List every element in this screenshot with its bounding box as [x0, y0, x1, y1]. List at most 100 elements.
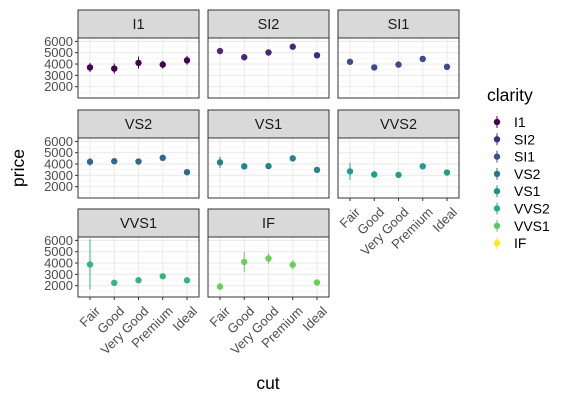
facet-panel: IF: [207, 208, 330, 298]
facet-label: VS1: [255, 117, 282, 133]
facet-strip: [77, 109, 200, 139]
data-point: [419, 55, 426, 63]
legend-key-point: [493, 239, 501, 247]
data-point: [111, 65, 118, 72]
legend-label: I1: [514, 114, 526, 130]
data-point: [346, 168, 354, 175]
legend-key-point: [493, 118, 501, 126]
data-point: [135, 277, 142, 284]
data-point: [159, 154, 166, 162]
panel-border: [207, 37, 330, 99]
y-tick-label: 2000: [44, 79, 73, 94]
y-tick-label: 5000: [44, 45, 73, 60]
legend-label: VVS2: [514, 201, 550, 217]
y-tick-label: 3000: [44, 267, 73, 282]
data-point: [443, 169, 451, 176]
x-tick-label: Ideal: [429, 204, 460, 235]
data-point: [135, 158, 142, 165]
facet-strip: [337, 9, 460, 39]
data-point: [216, 283, 224, 290]
facet-panel: SI1: [337, 9, 460, 99]
data-point: [183, 168, 191, 176]
facet-strip: [77, 9, 200, 39]
y-tick-label: 5000: [44, 244, 73, 259]
data-point: [135, 59, 142, 67]
facet-panel: SI2: [207, 9, 330, 99]
y-tick-label: 4000: [44, 57, 73, 72]
data-point: [313, 166, 321, 174]
y-tick-label: 2000: [44, 179, 73, 194]
data-point: [346, 58, 354, 65]
facet-panel: VS1: [207, 109, 330, 199]
legend-key-point: [493, 153, 501, 160]
data-point: [313, 52, 321, 59]
data-point: [111, 158, 118, 165]
legend-label: VS2: [514, 166, 541, 182]
legend-label: VS1: [514, 183, 541, 199]
facet-label: SI1: [388, 17, 410, 33]
facet-panel: VVS2: [337, 109, 460, 199]
y-tick-label: 5000: [44, 145, 73, 160]
data-point: [241, 54, 248, 61]
facet-label: VS2: [125, 117, 152, 133]
facet-label: IF: [262, 216, 275, 232]
legend-key-point: [493, 205, 501, 212]
data-point: [443, 63, 451, 71]
legend-label: VVS1: [514, 218, 550, 234]
legend-key-point: [493, 188, 501, 195]
data-point: [183, 277, 191, 284]
data-point: [159, 61, 166, 68]
panel-border: [207, 137, 330, 199]
legend-title: clarity: [487, 85, 533, 105]
y-tick-label: 6000: [44, 134, 73, 149]
data-point: [241, 163, 248, 170]
data-point: [86, 158, 94, 165]
legend-key-point: [493, 170, 501, 178]
panel-border: [77, 37, 200, 99]
data-point: [289, 155, 296, 162]
legend-key-point: [493, 222, 501, 229]
y-tick-label: 4000: [44, 256, 73, 271]
panel-border: [77, 137, 200, 199]
y-tick-label: 3000: [44, 168, 73, 183]
y-axis-title: price: [8, 149, 28, 187]
legend-label: IF: [514, 235, 526, 251]
data-point: [265, 162, 272, 170]
data-point: [289, 261, 296, 268]
data-point: [371, 64, 378, 71]
x-axis-title: cut: [256, 373, 279, 393]
data-point: [111, 279, 118, 287]
data-point: [86, 64, 94, 71]
facet-label: VVS2: [380, 117, 417, 133]
data-point: [313, 279, 321, 286]
facet-label: SI2: [258, 17, 280, 33]
data-point: [216, 47, 224, 55]
data-point: [216, 159, 224, 166]
x-tick-label: Ideal: [299, 303, 330, 334]
data-point: [371, 171, 378, 178]
facet-label: I1: [132, 17, 144, 33]
y-tick-label: 3000: [44, 68, 73, 83]
facet-strip: [207, 208, 330, 238]
y-tick-label: 6000: [44, 34, 73, 49]
x-tick-label: Ideal: [169, 303, 200, 334]
data-point: [265, 49, 272, 56]
data-point: [241, 258, 248, 266]
legend-key-point: [493, 136, 501, 143]
data-point: [265, 255, 272, 262]
legend-label: SI2: [514, 131, 535, 147]
legend-label: SI1: [514, 149, 535, 165]
data-point: [395, 61, 402, 68]
y-tick-label: 6000: [44, 233, 73, 248]
facet-label: VVS1: [120, 216, 157, 232]
data-point: [419, 163, 426, 170]
data-point: [86, 261, 94, 268]
data-point: [395, 171, 402, 179]
data-point: [183, 57, 191, 64]
